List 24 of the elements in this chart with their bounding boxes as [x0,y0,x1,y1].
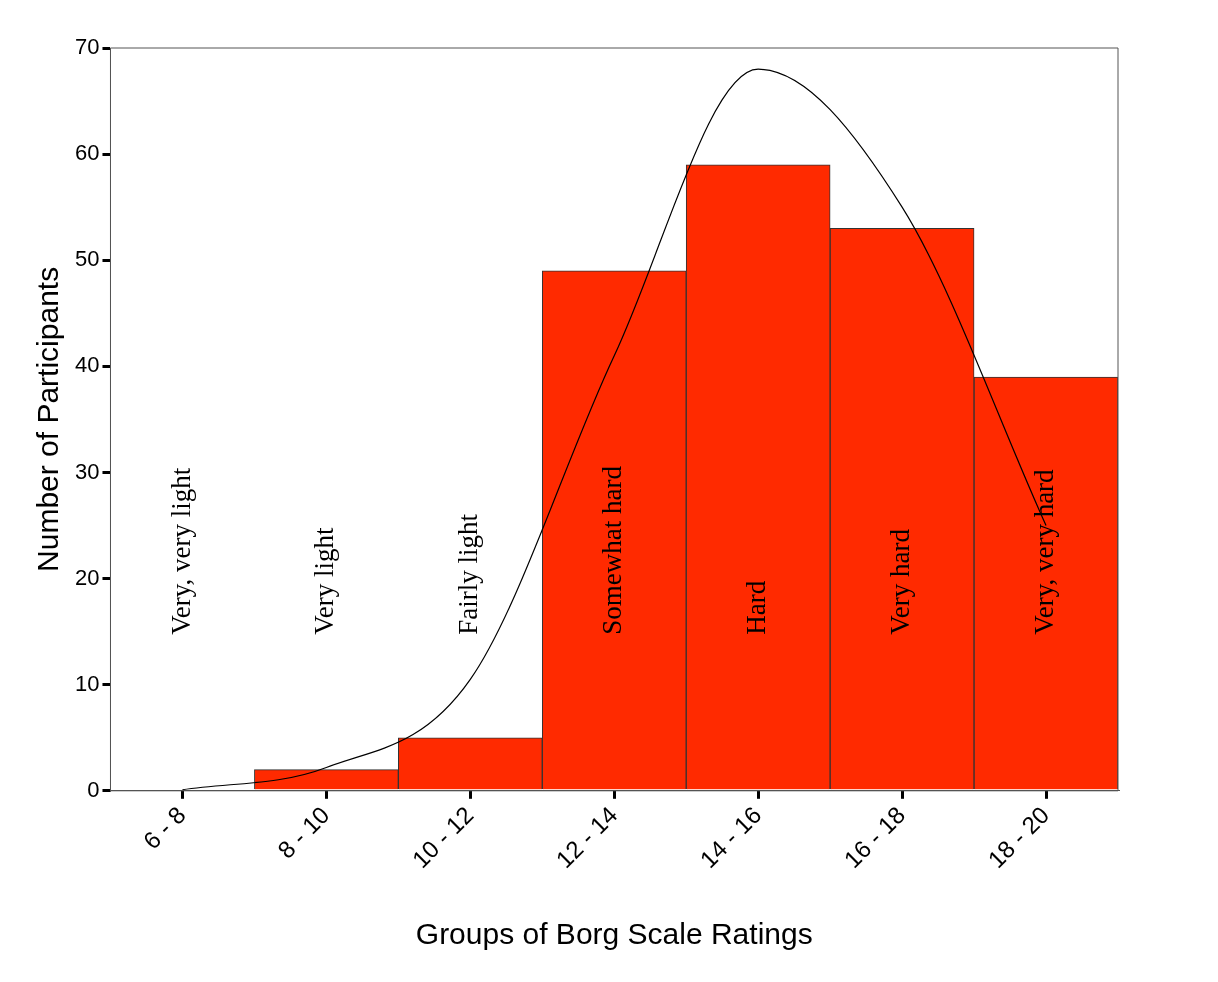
y-tick-label: 50 [74,246,100,272]
annotation: Fairly light [453,513,484,635]
y-tick-label: 20 [74,564,100,590]
annotation: Very, very hard [1029,468,1060,635]
x-tick-label: 6 - 8 [137,801,191,855]
x-tick-label: 12 - 14 [550,801,623,874]
y-tick-label: 30 [74,458,100,484]
y-tick-label: 70 [74,34,100,60]
annotation: Very, very light [165,467,196,635]
x-tick-label: 18 - 20 [982,801,1055,874]
y-tick-label: 60 [74,140,100,166]
x-tick-label: 16 - 18 [838,801,911,874]
annotation: Somewhat hard [597,465,628,635]
x-axis-title: Groups of Borg Scale Ratings [415,917,813,951]
x-tick-label: 14 - 16 [694,801,767,874]
annotation: Very light [309,527,340,635]
y-tick-label: 0 [87,776,100,802]
y-tick-label: 40 [74,352,100,378]
annotation: Very hard [885,528,916,635]
y-axis-title: Number of Participants [31,266,65,572]
y-tick-label: 10 [74,670,100,696]
x-tick-label: 8 - 10 [272,801,335,864]
annotation: Hard [741,580,772,635]
x-tick-label: 10 - 12 [406,801,479,874]
